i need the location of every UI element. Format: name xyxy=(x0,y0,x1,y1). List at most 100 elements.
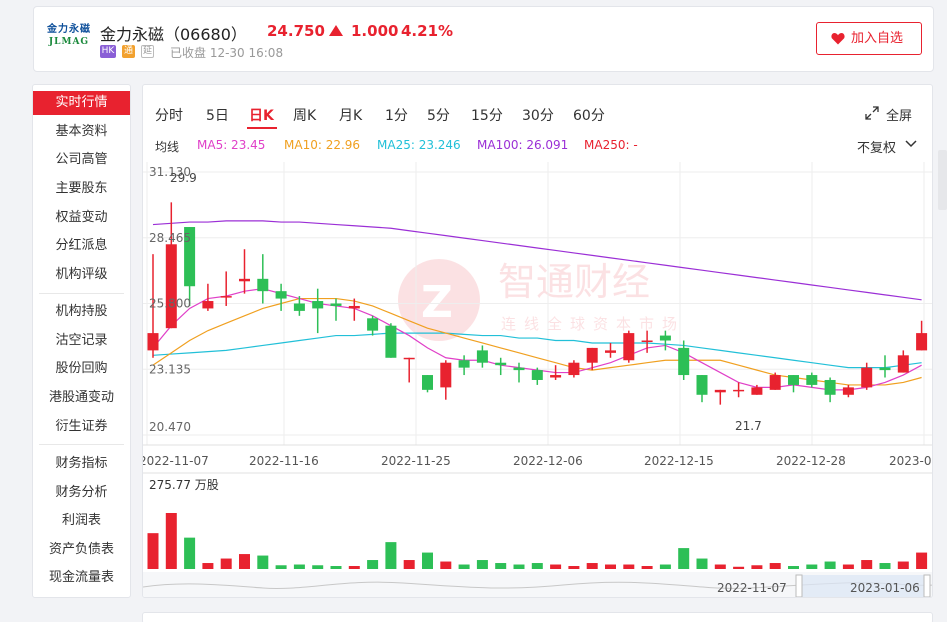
volume-bar xyxy=(714,564,726,569)
tab-5day[interactable]: 5日 xyxy=(206,108,229,124)
tab-monthly-k[interactable]: 月K xyxy=(339,108,363,124)
svg-text:Z: Z xyxy=(421,277,453,328)
sidebar-item-financial-analysis[interactable]: 财务分析 xyxy=(55,485,108,500)
volume-bar xyxy=(275,565,287,569)
chevron-down-icon[interactable] xyxy=(905,140,917,148)
tab-1min[interactable]: 1分 xyxy=(385,108,408,124)
sidebar-item-derivatives[interactable]: 衍生证券 xyxy=(55,419,108,434)
sidebar-item-realtime[interactable]: 实时行情 xyxy=(33,91,130,115)
fullscreen-icon[interactable] xyxy=(865,106,879,120)
y-tick-label: 28.465 xyxy=(149,231,191,245)
stock-header: 金力永磁 JLMAG 金力永磁（06680） 24.750 1.000 4.21… xyxy=(33,6,934,72)
volume-bar xyxy=(422,552,433,569)
candle-body xyxy=(257,278,269,292)
heart-icon xyxy=(831,33,845,45)
y-tick-label: 20.470 xyxy=(149,420,191,434)
volume-bar xyxy=(458,564,470,569)
tab-timeshare[interactable]: 分时 xyxy=(155,108,183,124)
volume-bars xyxy=(147,513,928,569)
tab-15min[interactable]: 15分 xyxy=(471,108,503,124)
volume-bar xyxy=(733,566,745,569)
candle-body xyxy=(184,227,196,287)
market-status: 已收盘 12-30 16:08 xyxy=(170,46,284,60)
volume-bar xyxy=(696,558,708,569)
candle-body xyxy=(165,244,177,329)
volume-bar xyxy=(293,564,305,569)
ma-title: 均线 xyxy=(155,140,180,154)
volume-bar xyxy=(330,566,342,569)
ma100-label: MA100: 26.091 xyxy=(477,138,569,152)
add-watchlist-button[interactable]: 加入自选 xyxy=(816,22,922,55)
volume-bar xyxy=(147,533,159,569)
tab-weekly-k[interactable]: 周K xyxy=(293,108,317,124)
sidebar-item-dividend[interactable]: 分红派息 xyxy=(55,238,108,253)
candle-body xyxy=(330,303,342,306)
volume-bar xyxy=(605,564,616,569)
volume-bar xyxy=(348,566,360,569)
sidebar-item-cash-flow[interactable]: 现金流量表 xyxy=(48,570,114,585)
candle-body xyxy=(440,362,452,388)
volume-bar xyxy=(550,564,562,569)
volume-bar xyxy=(440,561,452,569)
volume-bar xyxy=(513,564,525,569)
candle-body xyxy=(550,375,562,378)
stock-name: 金力永磁（06680） xyxy=(100,25,247,44)
sidebar-item-profile[interactable]: 基本资料 xyxy=(55,124,108,139)
volume-bar xyxy=(239,554,250,569)
candle-body xyxy=(751,387,763,395)
sidebar-item-balance-sheet[interactable]: 资产负债表 xyxy=(48,542,114,557)
sidebar-item-equity-change[interactable]: 权益变动 xyxy=(55,210,108,225)
tab-30min[interactable]: 30分 xyxy=(522,108,554,124)
sidebar-item-buyback[interactable]: 股份回购 xyxy=(55,361,108,376)
x-tick-label: 2022-12-28 xyxy=(776,454,846,468)
volume-bar xyxy=(476,560,488,569)
candle-body xyxy=(659,335,671,341)
volume-bar xyxy=(568,566,580,569)
fullscreen-button[interactable]: 全屏 xyxy=(886,109,913,124)
candle-body xyxy=(531,370,543,380)
delay-badge: 延 xyxy=(141,45,154,58)
sidebar-item-short-selling[interactable]: 沽空记录 xyxy=(55,333,108,348)
tab-60min[interactable]: 60分 xyxy=(573,108,605,124)
sidebar-item-shareholders[interactable]: 主要股东 xyxy=(55,181,108,196)
sidebar-item-executives[interactable]: 公司高管 xyxy=(55,152,108,167)
volume-bar xyxy=(495,563,507,569)
company-logo: 金力永磁 JLMAG xyxy=(47,24,91,47)
y-axis-ticks: 31.130 28.465 25.800 23.135 20.470 xyxy=(149,165,191,434)
tab-daily-k[interactable]: 日K xyxy=(249,108,274,124)
stock-price: 24.750 xyxy=(267,22,325,40)
volume-bar xyxy=(806,564,818,569)
svg-text:连线全球资本市场: 连线全球资本市场 xyxy=(501,315,685,333)
sidebar-item-rating[interactable]: 机构评级 xyxy=(55,267,108,282)
volume-bar xyxy=(641,566,653,569)
volume-bar xyxy=(385,542,397,569)
sidebar-item-institution-holding[interactable]: 机构持股 xyxy=(55,304,108,319)
sidebar-item-connect-change[interactable]: 港股通变动 xyxy=(48,390,114,405)
navigator-handle-right xyxy=(923,574,931,597)
page-scrollbar[interactable] xyxy=(938,150,947,210)
candle-body xyxy=(476,350,488,363)
range-navigator[interactable]: 2022-11-07 2023-01-06 xyxy=(143,572,933,598)
connect-badge: 通 xyxy=(122,45,135,58)
candle-body xyxy=(293,303,305,311)
ma25-label: MA25: 23.246 xyxy=(377,138,461,152)
tab-5min[interactable]: 5分 xyxy=(427,108,450,124)
ma25-line xyxy=(152,332,922,369)
ma10-label: MA10: 22.96 xyxy=(284,138,361,152)
watermark: Z 智通财经 连线全球资本市场 xyxy=(398,259,685,341)
volume-bar xyxy=(220,558,232,569)
volume-bar xyxy=(165,513,177,569)
candle-body xyxy=(788,375,799,385)
adjust-select[interactable]: 不复权 xyxy=(857,141,897,156)
sidebar-divider xyxy=(39,444,124,445)
candle-body xyxy=(513,367,525,371)
sidebar-item-income-statement[interactable]: 利润表 xyxy=(61,513,101,528)
kline-chart[interactable]: Z 智通财经 连线全球资本市场 31.130 28.465 25.800 23.135… xyxy=(143,85,933,598)
x-tick-label: 2022-12-15 xyxy=(644,454,714,468)
candle-body xyxy=(696,375,708,395)
next-panel xyxy=(142,612,933,622)
volume-bar xyxy=(257,555,269,569)
candle-body xyxy=(568,362,580,376)
sidebar-item-financial-indicators[interactable]: 财务指标 xyxy=(55,456,108,471)
candle-body xyxy=(586,347,598,363)
